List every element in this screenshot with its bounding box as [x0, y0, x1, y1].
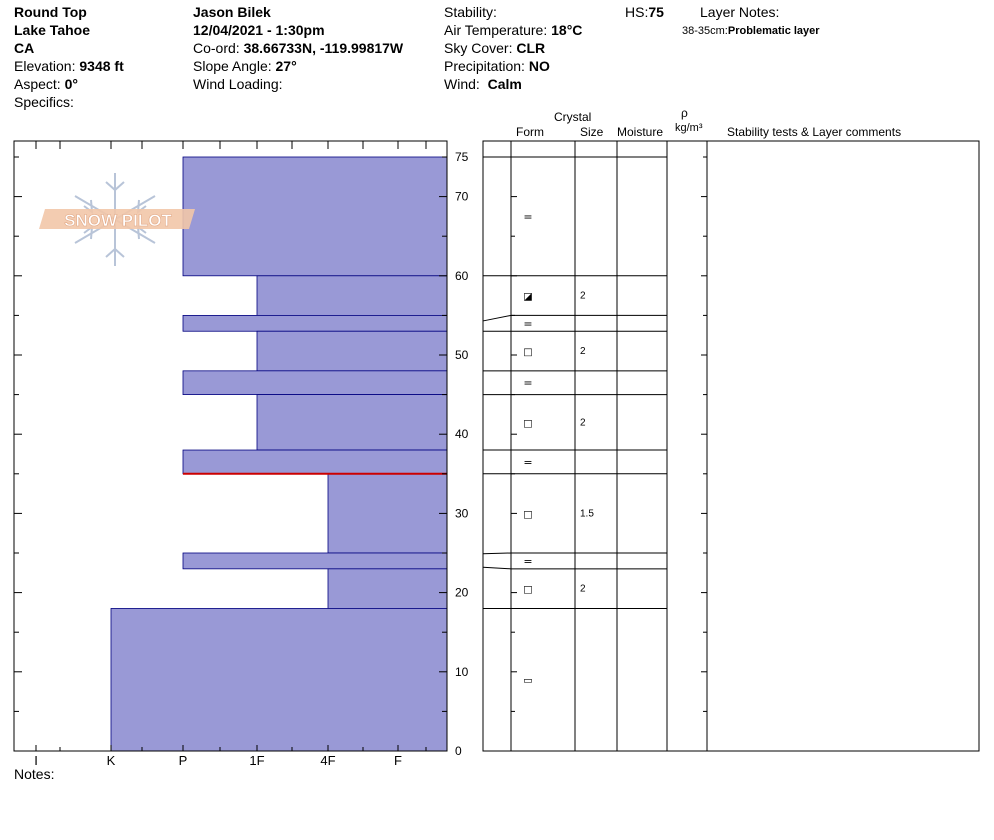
- hardness-bars: [110, 156, 448, 752]
- layer-connector: [482, 314, 512, 322]
- hardness-bar: [256, 275, 448, 316]
- hardness-bar: [182, 449, 448, 475]
- elevation-value: 9348 ft: [79, 58, 124, 74]
- hardness-bar: [256, 330, 448, 372]
- layer-note: 38-35cm:Problematic layer: [682, 22, 820, 40]
- plot-frame: [13, 140, 448, 752]
- aspect-label: Aspect:: [14, 76, 61, 92]
- state-name: CA: [14, 40, 35, 56]
- hardness-axis: I K P 1F 4F F: [34, 745, 427, 768]
- y-tick-label: 75: [455, 150, 469, 164]
- y-tick-label: 40: [455, 427, 469, 441]
- site-info: Round Top Lake Tahoe CA Elevation: 9348 …: [14, 3, 124, 111]
- form-header: Form: [516, 125, 544, 139]
- y-tick-label: 20: [455, 586, 469, 600]
- logo-text: SNOW PILOT: [64, 211, 172, 230]
- x-tick-label: F: [394, 753, 402, 768]
- elevation-label: Elevation:: [14, 58, 76, 74]
- crystal-form: □: [523, 418, 532, 429]
- hardness-bar: [182, 156, 448, 277]
- density-unit-header: kg/m³: [675, 122, 703, 134]
- air-temp-label: Air Temperature:: [444, 22, 548, 38]
- precip-label: Precipitation:: [444, 58, 525, 74]
- precip-value: NO: [528, 58, 550, 74]
- crystal-form: =: [523, 317, 532, 330]
- range-name: Lake Tahoe: [14, 22, 90, 38]
- notes-label: Notes:: [14, 766, 55, 782]
- rho-header: ρ: [681, 106, 688, 120]
- y-tick-label: 0: [455, 744, 462, 758]
- size-header: Size: [580, 125, 604, 139]
- crystal-form: =: [523, 456, 532, 469]
- crystal-size: 2: [580, 346, 586, 357]
- y-tick-label: 30: [455, 506, 469, 520]
- weather-info: Stability: Air Temperature: 18°C Sky Cov…: [444, 3, 582, 93]
- hs-label: HS:: [625, 4, 649, 20]
- depth-axis: 0 10 20 30 40 50 60 70 75: [14, 150, 469, 758]
- y-tick-label: 10: [455, 665, 469, 679]
- x-tick-label: 1F: [249, 753, 264, 768]
- crystal-form: =: [523, 210, 532, 223]
- wind-label: Wind:: [444, 76, 480, 92]
- crystal-form: □: [523, 347, 532, 358]
- aspect-value: 0°: [64, 76, 78, 92]
- layer-notes-title: Layer Notes:: [700, 4, 780, 20]
- hardness-frame: [13, 140, 448, 752]
- layer-note-text: Problematic layer: [727, 25, 820, 37]
- hardness-bar: [327, 473, 448, 554]
- slope-label: Slope Angle:: [193, 58, 272, 74]
- specifics-label: Specifics:: [14, 94, 74, 110]
- hs-value: 75: [648, 4, 664, 20]
- crystal-header: Crystal: [554, 110, 592, 124]
- location-name: Round Top: [14, 4, 87, 20]
- layer-connector: [482, 552, 512, 555]
- snowpilot-logo: SNOW PILOT: [39, 173, 195, 266]
- observation-datetime: 12/04/2021 - 1:30pm: [193, 22, 325, 38]
- crystal-form: □: [523, 509, 532, 520]
- moisture-header: Moisture: [617, 125, 664, 139]
- hardness-bar: [256, 394, 448, 451]
- crystal-size: 2: [580, 417, 586, 428]
- layer-note-range: 38-35cm:: [682, 25, 728, 37]
- crystal-form: ▭: [523, 676, 532, 687]
- hardness-bar: [110, 608, 448, 752]
- hardness-bar: [327, 568, 448, 609]
- crystal-form: □: [523, 585, 532, 596]
- table-frame: [482, 140, 980, 752]
- crystal-size: 1.5: [580, 508, 594, 519]
- y-tick-label: 60: [455, 269, 469, 283]
- hardness-bar: [182, 314, 448, 332]
- coord-label: Co-ord:: [193, 40, 240, 56]
- x-tick-label: I: [34, 753, 38, 768]
- hardness-bar: [182, 552, 448, 570]
- y-tick-label: 70: [455, 190, 469, 204]
- x-tick-label: P: [179, 753, 188, 768]
- slope-value: 27°: [275, 58, 297, 74]
- layer-table: = ◪ 2 = □ 2 = □ 2 = □ 1.5 = □ 2 ▭: [482, 140, 980, 752]
- x-tick-label: 4F: [320, 753, 335, 768]
- stability-label: Stability:: [444, 4, 497, 20]
- crystal-size: 2: [580, 291, 586, 302]
- hs-info: HS:75: [625, 3, 664, 21]
- hardness-bar: [182, 370, 448, 395]
- wind-loading-label: Wind Loading:: [193, 76, 283, 92]
- y-tick-label: 50: [455, 348, 469, 362]
- observer-name: Jason Bilek: [193, 4, 271, 20]
- crystal-form: =: [523, 555, 532, 568]
- coord-value: 38.66733N, -119.99817W: [243, 40, 404, 56]
- logo-banner: [39, 209, 195, 229]
- crystal-form: =: [523, 377, 532, 390]
- layer-connector: [482, 566, 512, 570]
- wind-value: Calm: [487, 76, 522, 92]
- observer-info: Jason Bilek 12/04/2021 - 1:30pm Co-ord: …: [193, 3, 403, 93]
- x-tick-label: K: [107, 753, 116, 768]
- air-temp-value: 18°C: [551, 22, 583, 38]
- sky-value: CLR: [516, 40, 546, 56]
- crystal-size: 2: [580, 584, 586, 595]
- sky-label: Sky Cover:: [444, 40, 513, 56]
- stability-header: Stability tests & Layer comments: [727, 125, 902, 139]
- crystal-form: ◪: [523, 292, 532, 303]
